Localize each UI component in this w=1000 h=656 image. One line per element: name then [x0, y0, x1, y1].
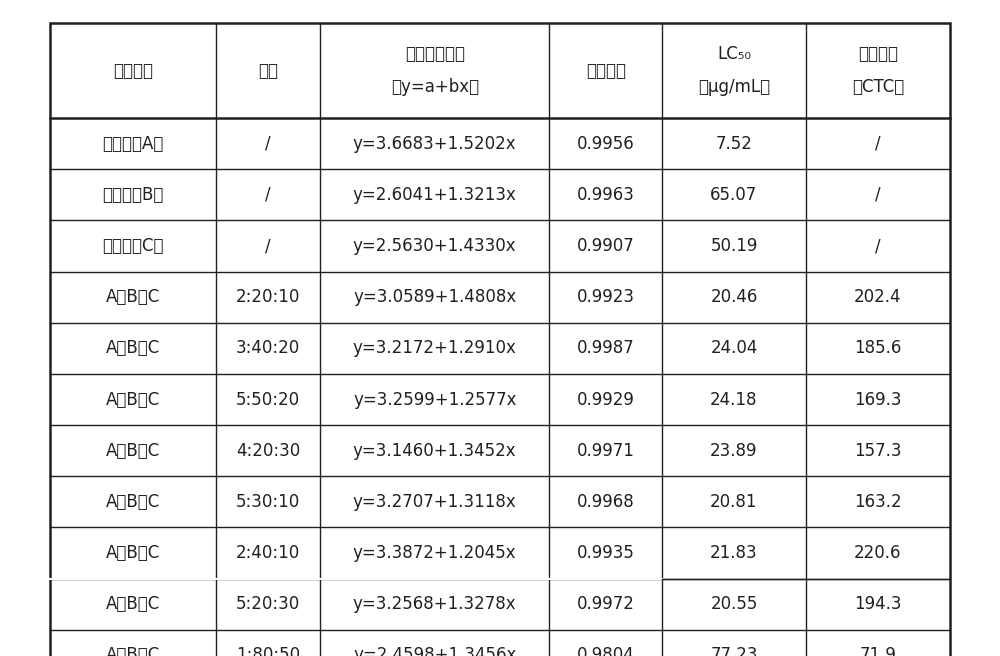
- Text: y=2.5630+1.4330x: y=2.5630+1.4330x: [353, 237, 517, 255]
- Text: 202.4: 202.4: [854, 288, 902, 306]
- Text: 185.6: 185.6: [854, 339, 902, 358]
- Text: 3:40:20: 3:40:20: [236, 339, 300, 358]
- Text: A：B：C: A：B：C: [106, 646, 160, 656]
- Text: 相关系数: 相关系数: [586, 62, 626, 79]
- Text: 157.3: 157.3: [854, 441, 902, 460]
- Text: 24.04: 24.04: [710, 339, 758, 358]
- Text: 20.46: 20.46: [710, 288, 758, 306]
- Text: 20.81: 20.81: [710, 493, 758, 511]
- Text: 20.55: 20.55: [710, 595, 758, 613]
- Text: 0.9907: 0.9907: [577, 237, 635, 255]
- Text: /: /: [875, 237, 881, 255]
- Text: 0.9968: 0.9968: [577, 493, 635, 511]
- Text: y=3.0589+1.4808x: y=3.0589+1.4808x: [353, 288, 516, 306]
- Text: 配比: 配比: [258, 62, 278, 79]
- Text: A：B：C: A：B：C: [106, 595, 160, 613]
- Bar: [50, 23, 950, 656]
- Text: 共毒系数: 共毒系数: [858, 45, 898, 63]
- Text: /: /: [265, 134, 271, 153]
- Bar: [50, 23, 950, 656]
- Text: 0.9987: 0.9987: [577, 339, 635, 358]
- Text: A：B：C: A：B：C: [106, 390, 160, 409]
- Text: /: /: [265, 237, 271, 255]
- Text: y=3.2172+1.2910x: y=3.2172+1.2910x: [353, 339, 517, 358]
- Text: y=2.6041+1.3213x: y=2.6041+1.3213x: [353, 186, 517, 204]
- Text: 0.9971: 0.9971: [577, 441, 635, 460]
- Text: 0.9956: 0.9956: [577, 134, 635, 153]
- Text: 5:20:30: 5:20:30: [236, 595, 300, 613]
- Text: A：B：C: A：B：C: [106, 493, 160, 511]
- Text: 21.83: 21.83: [710, 544, 758, 562]
- Text: 169.3: 169.3: [854, 390, 902, 409]
- Text: y=3.2599+1.2577x: y=3.2599+1.2577x: [353, 390, 516, 409]
- Text: A：B：C: A：B：C: [106, 441, 160, 460]
- Text: （μg/mL）: （μg/mL）: [698, 78, 770, 96]
- Text: 2:40:10: 2:40:10: [236, 544, 300, 562]
- Text: 220.6: 220.6: [854, 544, 902, 562]
- Text: y=3.2568+1.3278x: y=3.2568+1.3278x: [353, 595, 517, 613]
- Text: 薄荷油（C）: 薄荷油（C）: [102, 237, 164, 255]
- Text: y=2.4598+1.3456x: y=2.4598+1.3456x: [353, 646, 516, 656]
- Text: 71.9: 71.9: [860, 646, 896, 656]
- Text: /: /: [875, 134, 881, 153]
- Text: 0.9929: 0.9929: [577, 390, 635, 409]
- Text: （CTC）: （CTC）: [852, 78, 904, 96]
- Text: A：B：C: A：B：C: [106, 288, 160, 306]
- Text: 0.9935: 0.9935: [577, 544, 635, 562]
- Text: 2:20:10: 2:20:10: [236, 288, 300, 306]
- Text: 1:80:50: 1:80:50: [236, 646, 300, 656]
- Text: /: /: [875, 186, 881, 204]
- Text: 4:20:30: 4:20:30: [236, 441, 300, 460]
- Text: /: /: [265, 186, 271, 204]
- Text: LC₅₀: LC₅₀: [717, 45, 751, 63]
- Text: 毒力回归曲线: 毒力回归曲线: [405, 45, 465, 63]
- Text: 5:30:10: 5:30:10: [236, 493, 300, 511]
- Text: y=3.1460+1.3452x: y=3.1460+1.3452x: [353, 441, 517, 460]
- Text: 0.9963: 0.9963: [577, 186, 635, 204]
- Text: y=3.2707+1.3118x: y=3.2707+1.3118x: [353, 493, 517, 511]
- Text: A：B：C: A：B：C: [106, 339, 160, 358]
- Text: 7.52: 7.52: [716, 134, 752, 153]
- Text: A：B：C: A：B：C: [106, 544, 160, 562]
- Text: （y=a+bx）: （y=a+bx）: [391, 78, 479, 96]
- Text: 0.9972: 0.9972: [577, 595, 635, 613]
- Text: 供试药剂: 供试药剂: [113, 62, 153, 79]
- Text: 77.23: 77.23: [710, 646, 758, 656]
- Text: 163.2: 163.2: [854, 493, 902, 511]
- Text: 5:50:20: 5:50:20: [236, 390, 300, 409]
- Text: 0.9923: 0.9923: [577, 288, 635, 306]
- Text: 桉叶油（B）: 桉叶油（B）: [103, 186, 164, 204]
- Text: 23.89: 23.89: [710, 441, 758, 460]
- Text: 苦参碗（A）: 苦参碗（A）: [103, 134, 164, 153]
- Text: 194.3: 194.3: [854, 595, 902, 613]
- Text: 65.07: 65.07: [710, 186, 758, 204]
- Text: 0.9804: 0.9804: [577, 646, 635, 656]
- Text: 50.19: 50.19: [710, 237, 758, 255]
- Text: y=3.6683+1.5202x: y=3.6683+1.5202x: [353, 134, 517, 153]
- Text: 24.18: 24.18: [710, 390, 758, 409]
- Text: y=3.3872+1.2045x: y=3.3872+1.2045x: [353, 544, 517, 562]
